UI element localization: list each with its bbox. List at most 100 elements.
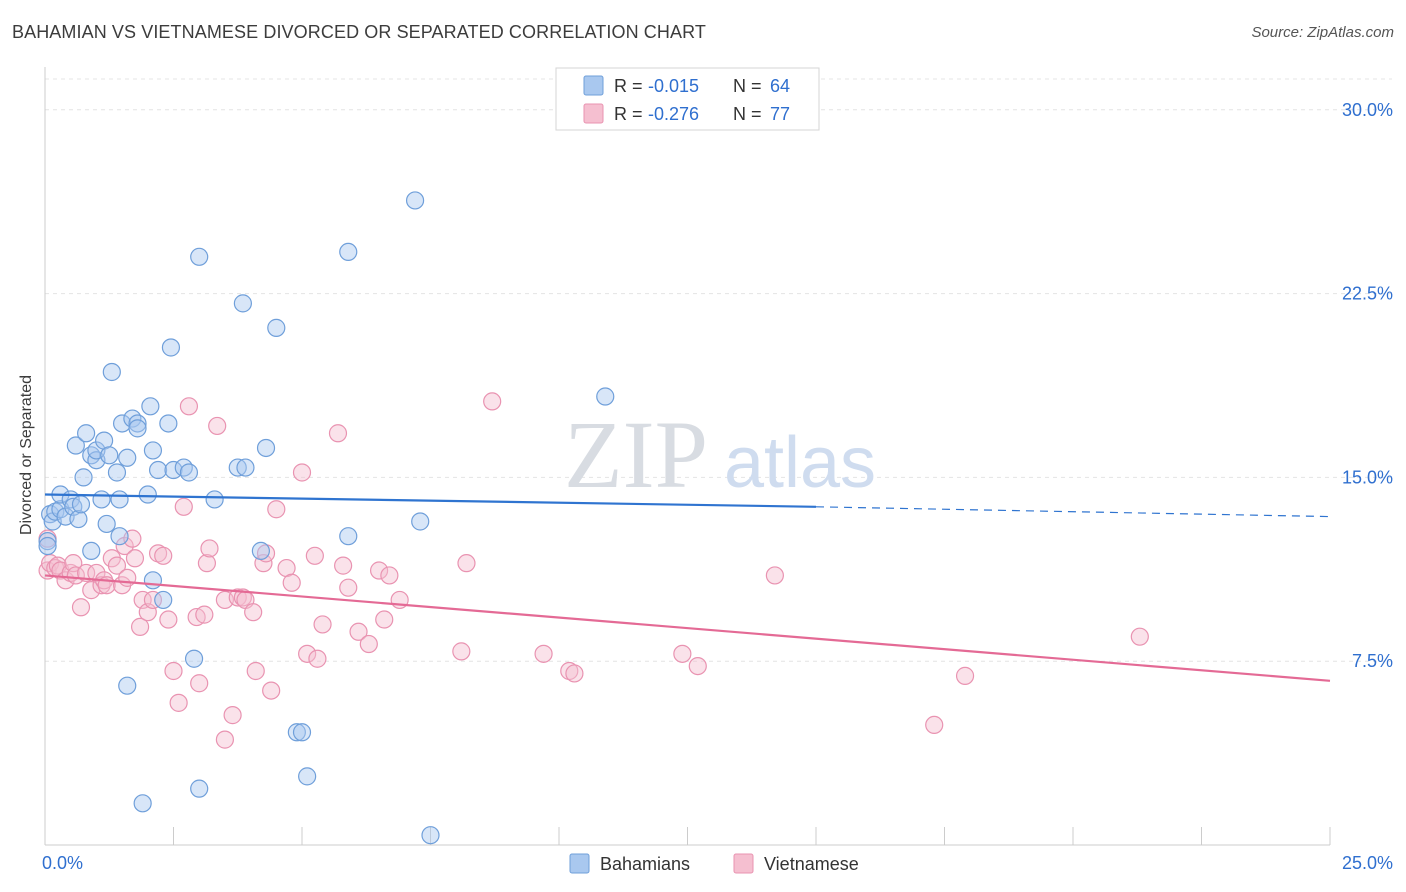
- bahamian-point: [161, 338, 181, 357]
- bahamian-point: [138, 485, 157, 504]
- vietnamese-point: [673, 644, 692, 663]
- vietnamese-point: [190, 674, 209, 693]
- vietnamese-point: [349, 622, 368, 641]
- vietnamese-trend-line: [44, 574, 1331, 682]
- bahamian-point: [339, 242, 358, 262]
- vietnamese-point: [328, 424, 348, 443]
- bahamians-trend-extension: [815, 506, 1331, 518]
- bahamian-point: [236, 458, 255, 477]
- vietnamese-point: [339, 578, 358, 597]
- legend-n-value-1: 64: [770, 76, 790, 96]
- legend-label-bahamians: Bahamians: [600, 854, 690, 874]
- vietnamese-point: [107, 556, 127, 575]
- gridlines: [45, 78, 1392, 662]
- bahamian-point: [596, 387, 615, 406]
- vietnamese-point: [925, 715, 944, 735]
- vietnamese-point: [267, 500, 286, 519]
- bahamian-point: [298, 767, 317, 786]
- vietnamese-point: [452, 642, 471, 661]
- bahamian-point: [74, 468, 93, 487]
- bahamian-point: [159, 414, 178, 433]
- bahamian-point: [107, 463, 127, 482]
- vietnamese-point: [483, 392, 502, 411]
- vietnamese-point: [380, 566, 399, 585]
- vietnamese-point: [1130, 627, 1149, 646]
- vietnamese-point: [118, 568, 137, 587]
- vietnamese-point: [169, 693, 188, 712]
- bahamian-point: [118, 448, 137, 467]
- bahamian-point: [69, 509, 88, 529]
- bahamian-point: [82, 541, 101, 561]
- legend-n-label-2: N =: [733, 104, 762, 124]
- vietnamese-point: [308, 649, 327, 668]
- vietnamese-point: [143, 590, 163, 610]
- bahamian-point: [339, 527, 358, 546]
- vietnamese-point: [223, 706, 242, 725]
- vietnamese-point: [115, 536, 134, 556]
- bahamian-point: [77, 424, 96, 443]
- bahamian-point: [141, 397, 160, 416]
- bahamian-point: [133, 794, 152, 813]
- x-tick-labels: 0.0% 25.0%: [42, 853, 1393, 873]
- legend-r-label-1: R =: [614, 76, 643, 96]
- legend-swatch-vietnamese-bottom: [733, 853, 754, 874]
- vietnamese-point: [174, 497, 193, 516]
- bahamian-point: [110, 527, 129, 546]
- bahamian-point: [205, 490, 224, 509]
- bahamian-point: [102, 362, 121, 382]
- bahamian-point: [110, 490, 129, 509]
- watermark: ZIP atlas: [564, 401, 876, 508]
- bahamian-point: [179, 463, 199, 482]
- vietnamese-point: [233, 588, 252, 607]
- vietnamese-point: [298, 644, 317, 663]
- bahamian-point: [405, 191, 425, 210]
- vietnamese-point: [125, 549, 145, 568]
- vietnamese-point: [565, 664, 584, 683]
- vietnamese-point: [159, 610, 178, 629]
- bahamian-point: [174, 458, 193, 477]
- vietnamese-point: [71, 598, 91, 617]
- bahamian-point: [143, 441, 163, 460]
- bahamian-point: [267, 318, 286, 337]
- bahamian-point: [128, 419, 147, 438]
- vietnamese-point: [955, 666, 975, 685]
- x-tick-label: 0.0%: [42, 853, 83, 873]
- vietnamese-point: [282, 573, 301, 592]
- vietnamese-point: [313, 615, 332, 634]
- vietnamese-point: [200, 539, 219, 558]
- vietnamese-point: [208, 416, 227, 436]
- vietnamese-point: [164, 661, 183, 681]
- series-legend: Bahamians Vietnamese: [569, 853, 859, 874]
- y-tick-label: 7.5%: [1352, 651, 1393, 671]
- bahamian-point: [148, 460, 168, 480]
- x-tick-label: 25.0%: [1342, 853, 1393, 873]
- source-credit: Source: ZipAtlas.com: [1251, 24, 1394, 41]
- bahamian-point: [92, 490, 111, 509]
- bahamian-point: [411, 512, 430, 531]
- legend-swatch-vietnamese: [583, 103, 604, 124]
- bahamian-point: [128, 414, 147, 433]
- vietnamese-point: [292, 463, 312, 482]
- vietnamese-point: [246, 661, 265, 681]
- axes: [44, 67, 1331, 846]
- bahamian-point: [228, 458, 247, 477]
- legend-swatch-bahamians: [583, 75, 604, 96]
- y-tick-label: 30.0%: [1342, 100, 1393, 120]
- bahamian-point: [184, 649, 204, 668]
- y-tick-labels: 7.5% 15.0% 22.5% 30.0%: [1342, 100, 1393, 671]
- legend-r-label-2: R =: [614, 104, 643, 124]
- bahamian-point: [82, 446, 101, 465]
- vietnamese-point: [375, 610, 394, 629]
- legend-r-value-1: -0.015: [648, 76, 699, 96]
- bahamian-point: [123, 409, 142, 428]
- watermark-zip: ZIP: [564, 401, 708, 508]
- legend-r-value-2: -0.276: [648, 104, 699, 124]
- data-points: [38, 191, 1149, 845]
- bahamian-point: [118, 676, 137, 695]
- vietnamese-point: [195, 605, 214, 624]
- watermark-atlas: atlas: [724, 423, 876, 503]
- correlation-legend: R = -0.015 N = 64 R = -0.276 N = 77: [555, 67, 820, 131]
- vietnamese-point: [765, 566, 784, 585]
- bahamian-point: [287, 723, 306, 742]
- bahamians-trend-line: [44, 493, 817, 508]
